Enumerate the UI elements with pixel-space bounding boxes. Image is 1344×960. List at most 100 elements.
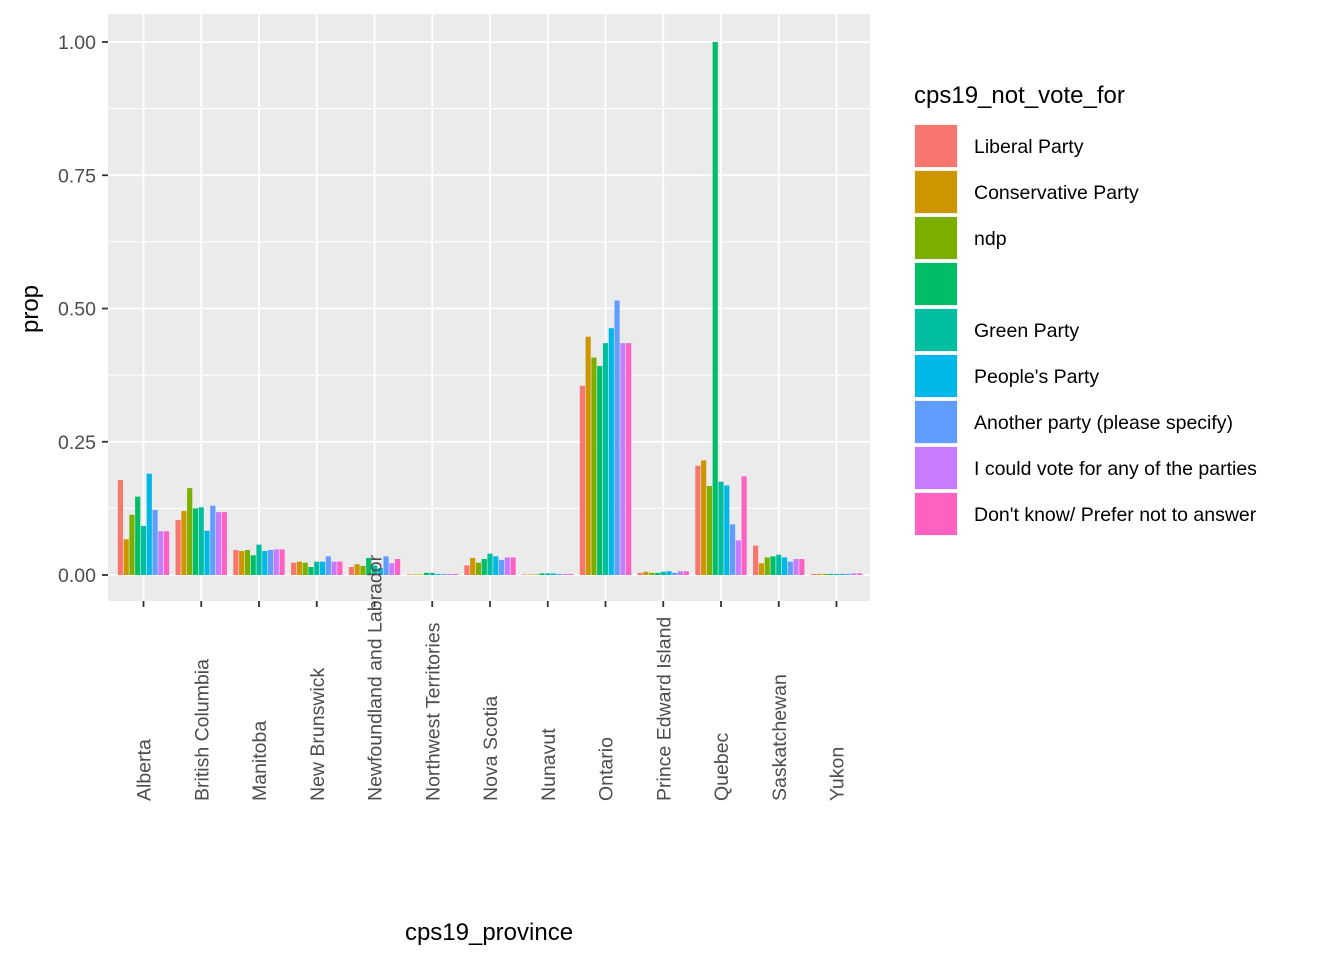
bar [545, 573, 551, 575]
bar [337, 561, 343, 575]
y-tick-label: 0.25 [58, 432, 96, 454]
bar [695, 465, 701, 575]
bar [239, 551, 245, 575]
legend-key [915, 217, 957, 259]
bar [412, 574, 418, 575]
bar [470, 557, 476, 575]
bar [666, 571, 672, 575]
bar [256, 544, 262, 575]
bar [729, 524, 736, 575]
bar [527, 574, 534, 575]
bar [331, 561, 337, 575]
bar [504, 557, 510, 575]
bar [267, 549, 274, 575]
bar [591, 357, 597, 575]
bar [683, 571, 689, 575]
legend-label: Green Party [974, 320, 1079, 342]
bar [210, 505, 216, 575]
bar [562, 573, 568, 575]
legend-title: cps19_not_vote_for [914, 82, 1125, 109]
bar [366, 557, 372, 575]
bar [441, 573, 447, 575]
x-tick-label: Manitoba [249, 721, 271, 801]
bar [741, 476, 747, 575]
bar [308, 567, 314, 575]
bar [435, 573, 441, 575]
bar [487, 553, 493, 575]
y-tick-label: 0.75 [58, 165, 96, 187]
bar [493, 556, 499, 575]
legend-label: I could vote for any of the parties [974, 458, 1257, 480]
x-tick-label: British Columbia [191, 659, 213, 801]
bar [198, 507, 204, 575]
legend-key [915, 493, 957, 535]
bar [395, 559, 401, 575]
bar [135, 496, 141, 575]
bar [279, 549, 285, 575]
bar [597, 366, 603, 575]
bar [672, 572, 678, 575]
bar [348, 567, 354, 575]
bar [475, 562, 482, 575]
bar [296, 561, 303, 575]
x-tick-label: Saskatchewan [769, 674, 791, 801]
bar [758, 563, 765, 575]
bar [533, 574, 539, 575]
bar [187, 488, 193, 575]
bar [464, 565, 470, 575]
x-tick-label: Prince Edward Island [653, 617, 675, 801]
bar [522, 574, 528, 575]
bar [550, 573, 557, 575]
bar [371, 565, 378, 575]
bar [429, 572, 435, 575]
bar [568, 573, 574, 575]
x-tick-label: Yukon [827, 747, 849, 801]
bar [764, 557, 770, 575]
bar [712, 42, 718, 575]
bar [181, 511, 187, 575]
bar [822, 573, 828, 575]
bar [164, 531, 170, 575]
bar [816, 573, 822, 575]
bar [706, 485, 713, 575]
bar [626, 343, 632, 575]
bar [510, 557, 516, 575]
legend-key [915, 401, 957, 443]
bar [140, 525, 147, 575]
y-tick-label: 0.00 [58, 565, 96, 587]
legend: cps19_not_vote_for Liberal Party Conserva… [914, 82, 1257, 536]
legend-key [915, 447, 957, 489]
bar [129, 514, 135, 575]
bar [192, 508, 199, 575]
legend-key [915, 309, 957, 351]
legend-label: Liberal Party [974, 136, 1084, 158]
legend-key [915, 125, 957, 167]
bar [851, 573, 857, 575]
bar [828, 573, 834, 575]
bar [314, 561, 320, 575]
y-axis: 0.00 0.25 0.50 0.75 1.00 [58, 32, 108, 587]
bar [233, 549, 239, 575]
bar [244, 549, 251, 575]
bar [221, 512, 227, 575]
bar [158, 531, 164, 575]
bar [776, 554, 782, 575]
x-tick-label: Alberta [134, 739, 156, 801]
bar [418, 574, 424, 575]
bar [452, 573, 458, 575]
bar [446, 573, 453, 575]
legend-label: Don't know/ Prefer not to answer [974, 504, 1257, 526]
bar [620, 343, 626, 575]
bar [146, 473, 152, 575]
bar [833, 573, 840, 575]
bar [608, 328, 614, 575]
x-tick-label: Newfoundland and Labrador [365, 554, 387, 801]
x-tick-label: Northwest Territories [422, 622, 444, 801]
y-tick-label: 1.00 [58, 32, 96, 54]
legend-label: ndp [974, 228, 1007, 250]
x-axis-title: cps19_province [405, 919, 573, 946]
x-tick-label: Nunavut [538, 728, 560, 801]
bar [799, 559, 805, 575]
bar [215, 512, 222, 575]
